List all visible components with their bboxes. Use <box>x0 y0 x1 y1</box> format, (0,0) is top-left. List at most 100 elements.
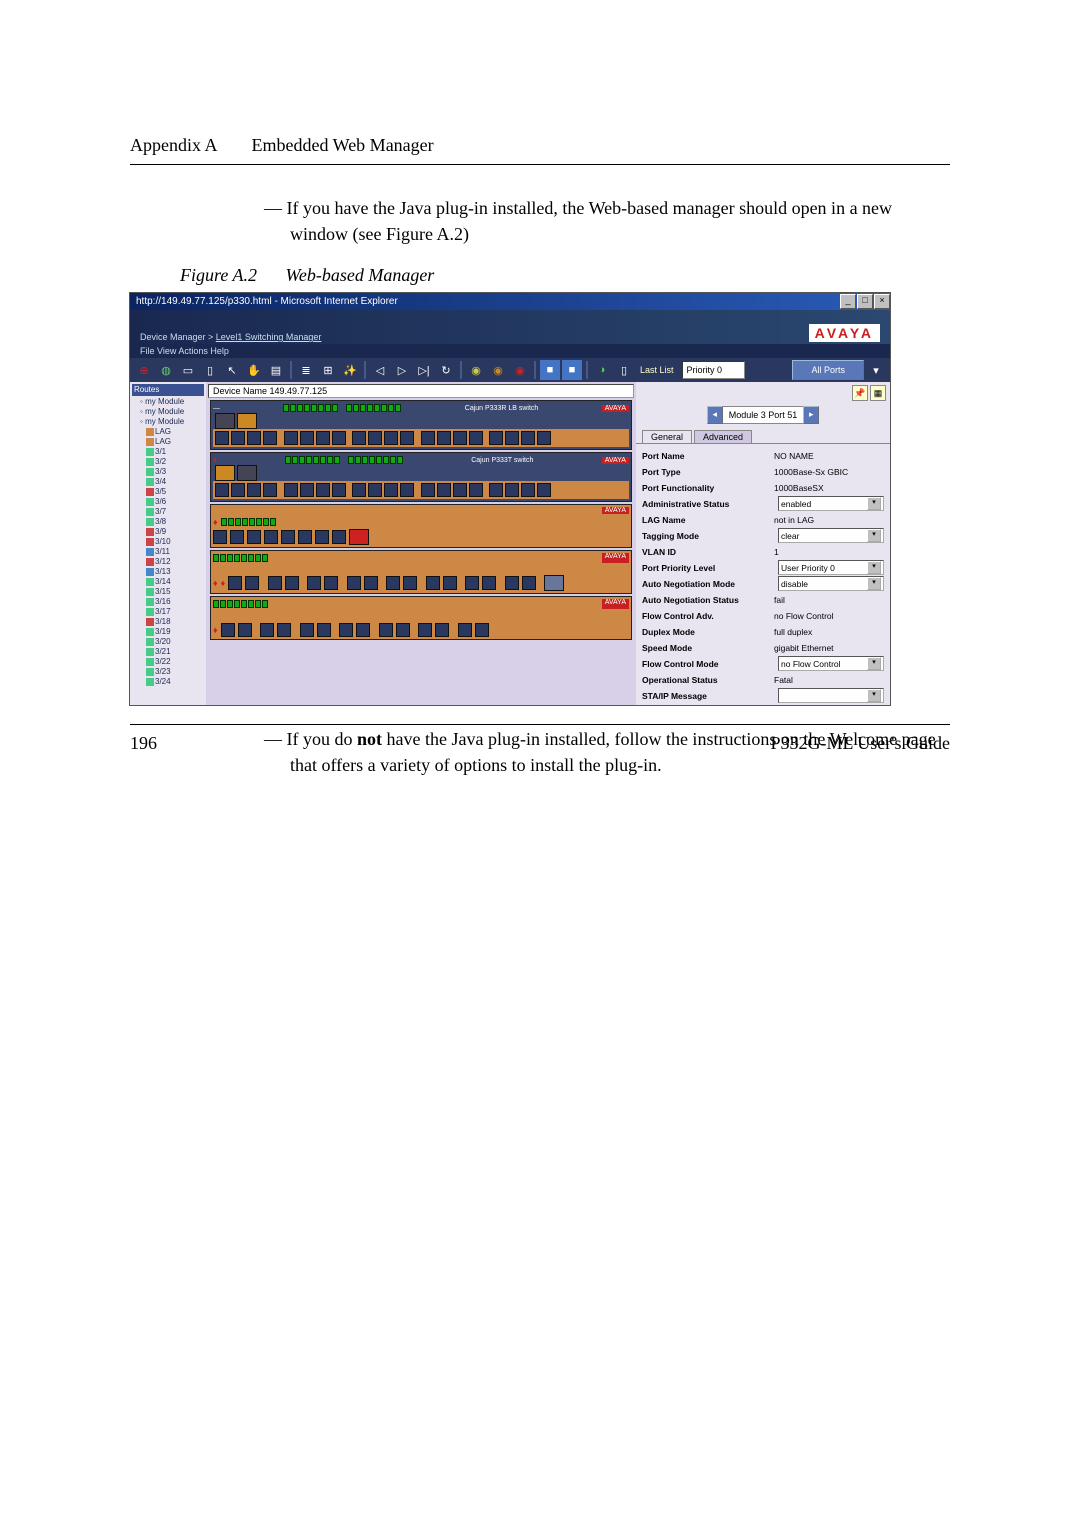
tree-port[interactable]: 3/22 <box>132 657 204 667</box>
tree-port[interactable]: 3/16 <box>132 597 204 607</box>
property-row: STA/IP Message ▾ <box>640 688 886 703</box>
property-dropdown[interactable]: disable▾ <box>778 576 884 591</box>
tree-port[interactable]: 3/14 <box>132 577 204 587</box>
refresh-icon[interactable]: ⊕ <box>134 360 154 380</box>
property-label: Tagging Mode <box>642 531 699 541</box>
switch-module-3[interactable]: AVAYA ♦ <box>210 504 632 548</box>
prev-port-button[interactable]: ◂ <box>707 406 723 424</box>
property-dropdown[interactable]: enabled▾ <box>778 496 884 511</box>
running-header: Appendix A Embedded Web Manager <box>130 135 950 165</box>
priority-dropdown[interactable]: Priority 0 <box>682 361 746 379</box>
tab-general[interactable]: General <box>642 430 692 443</box>
property-dropdown[interactable]: clear▾ <box>778 528 884 543</box>
magic-icon[interactable]: ✨ <box>340 360 360 380</box>
circle1-icon[interactable]: ◉ <box>466 360 486 380</box>
tree-port[interactable]: 3/20 <box>132 637 204 647</box>
tree-port[interactable]: 3/24 <box>132 677 204 687</box>
play-icon[interactable]: ◑ <box>592 360 612 380</box>
minimize-button[interactable]: _ <box>840 294 856 309</box>
tree-lag[interactable]: LAG <box>132 437 204 447</box>
property-value: 1000Base-Sx GBIC <box>774 467 884 477</box>
up-icon[interactable]: ▷| <box>414 360 434 380</box>
tree-port[interactable]: 3/8 <box>132 517 204 527</box>
toolbar-separator <box>364 361 366 379</box>
property-row: LAG Namenot in LAG <box>640 512 886 527</box>
dropdown-arrow-icon[interactable]: ▾ <box>866 360 886 380</box>
blue1-icon[interactable]: ■ <box>540 360 560 380</box>
property-dropdown[interactable]: User Priority 0▾ <box>778 560 884 575</box>
property-value: not in LAG <box>774 515 884 525</box>
tree-port[interactable]: 3/17 <box>132 607 204 617</box>
tree-port[interactable]: 3/5 <box>132 487 204 497</box>
layers-icon[interactable]: ≣ <box>296 360 316 380</box>
page-number: 196 <box>130 733 157 754</box>
tree-port[interactable]: 3/2 <box>132 457 204 467</box>
tree-module[interactable]: ◦ my Module <box>132 407 204 417</box>
tree-module[interactable]: ◦ my Module <box>132 397 204 407</box>
home-icon[interactable]: ↻ <box>436 360 456 380</box>
doc-icon[interactable]: ▤ <box>266 360 286 380</box>
cursor-icon[interactable]: ↖ <box>222 360 242 380</box>
tree-port[interactable]: 3/11 <box>132 547 204 557</box>
tree-port[interactable]: 3/7 <box>132 507 204 517</box>
property-label: Administrative Status <box>642 499 729 509</box>
next-port-button[interactable]: ▸ <box>803 406 819 424</box>
menubar[interactable]: File View Actions Help <box>130 344 890 358</box>
bullet-1: — If you have the Java plug-in installed… <box>290 195 950 247</box>
tree-port[interactable]: 3/13 <box>132 567 204 577</box>
book-title: P332G-ML User's Guide <box>770 733 950 754</box>
tree-module[interactable]: ◦ my Module <box>132 417 204 427</box>
tree-port[interactable]: 3/9 <box>132 527 204 537</box>
switch-module-2[interactable]: ♦ Cajun P333T switch AVAYA <box>210 452 632 502</box>
pin-icon[interactable]: 📌 <box>852 385 868 401</box>
all-ports-button[interactable]: All Ports <box>792 360 864 380</box>
switch-module-5[interactable]: AVAYA ♦ <box>210 596 632 640</box>
tree-port[interactable]: 3/1 <box>132 447 204 457</box>
tab-advanced[interactable]: Advanced <box>694 430 752 443</box>
breadcrumb-link[interactable]: Level1 Switching Manager <box>216 332 322 342</box>
avaya-tag: AVAYA <box>602 457 629 464</box>
tree-panel: Routes ◦ my Module ◦ my Module ◦ my Modu… <box>130 382 206 706</box>
property-dropdown[interactable]: ▾ <box>778 688 884 703</box>
property-value: Fatal <box>774 675 884 685</box>
tree-port[interactable]: 3/19 <box>132 627 204 637</box>
zoom-out-icon[interactable]: ▭ <box>178 360 198 380</box>
tree-lag[interactable]: LAG <box>132 427 204 437</box>
help-icon[interactable]: ▦ <box>870 385 886 401</box>
switch-module-4[interactable]: AVAYA ♦♦ <box>210 550 632 594</box>
property-list: Port NameNO NAMEPort Type1000Base-Sx GBI… <box>636 443 890 706</box>
circle3-icon[interactable]: ◉ <box>510 360 530 380</box>
blue2-icon[interactable]: ■ <box>562 360 582 380</box>
circle2-icon[interactable]: ◉ <box>488 360 508 380</box>
tree-port[interactable]: 3/23 <box>132 667 204 677</box>
toolbar-separator <box>460 361 462 379</box>
tree-port[interactable]: 3/15 <box>132 587 204 597</box>
grid-icon[interactable]: ⊞ <box>318 360 338 380</box>
property-label: STA/IP Message <box>642 691 707 701</box>
tree-port[interactable]: 3/6 <box>132 497 204 507</box>
globe-icon[interactable]: ◍ <box>156 360 176 380</box>
header-title: Embedded Web Manager <box>252 135 434 155</box>
forward-icon[interactable]: ▷ <box>392 360 412 380</box>
property-row: Port Priority Level User Priority 0▾ <box>640 560 886 575</box>
hand-icon[interactable]: ✋ <box>244 360 264 380</box>
toolbar-separator <box>290 361 292 379</box>
tree-port[interactable]: 3/21 <box>132 647 204 657</box>
tree-port[interactable]: 3/10 <box>132 537 204 547</box>
back-icon[interactable]: ◁ <box>370 360 390 380</box>
doc2-icon[interactable]: ▯ <box>614 360 634 380</box>
tree-port[interactable]: 3/18 <box>132 617 204 627</box>
zoom-in-icon[interactable]: ▯ <box>200 360 220 380</box>
tree-port[interactable]: 3/4 <box>132 477 204 487</box>
property-value: 1 <box>774 547 884 557</box>
property-row: VLAN ID1 <box>640 544 886 559</box>
property-dropdown[interactable]: no Flow Control▾ <box>778 656 884 671</box>
property-label: Port Priority Level <box>642 563 715 573</box>
maximize-button[interactable]: □ <box>857 294 873 309</box>
tree-port[interactable]: 3/12 <box>132 557 204 567</box>
property-value: NO NAME <box>774 451 884 461</box>
switch-module-1[interactable]: — Cajun P333R LB switch AVAYA <box>210 400 632 450</box>
tree-port[interactable]: 3/3 <box>132 467 204 477</box>
close-button[interactable]: × <box>874 294 890 309</box>
web-manager-screenshot: http://149.49.77.125/p330.html - Microso… <box>129 292 891 706</box>
